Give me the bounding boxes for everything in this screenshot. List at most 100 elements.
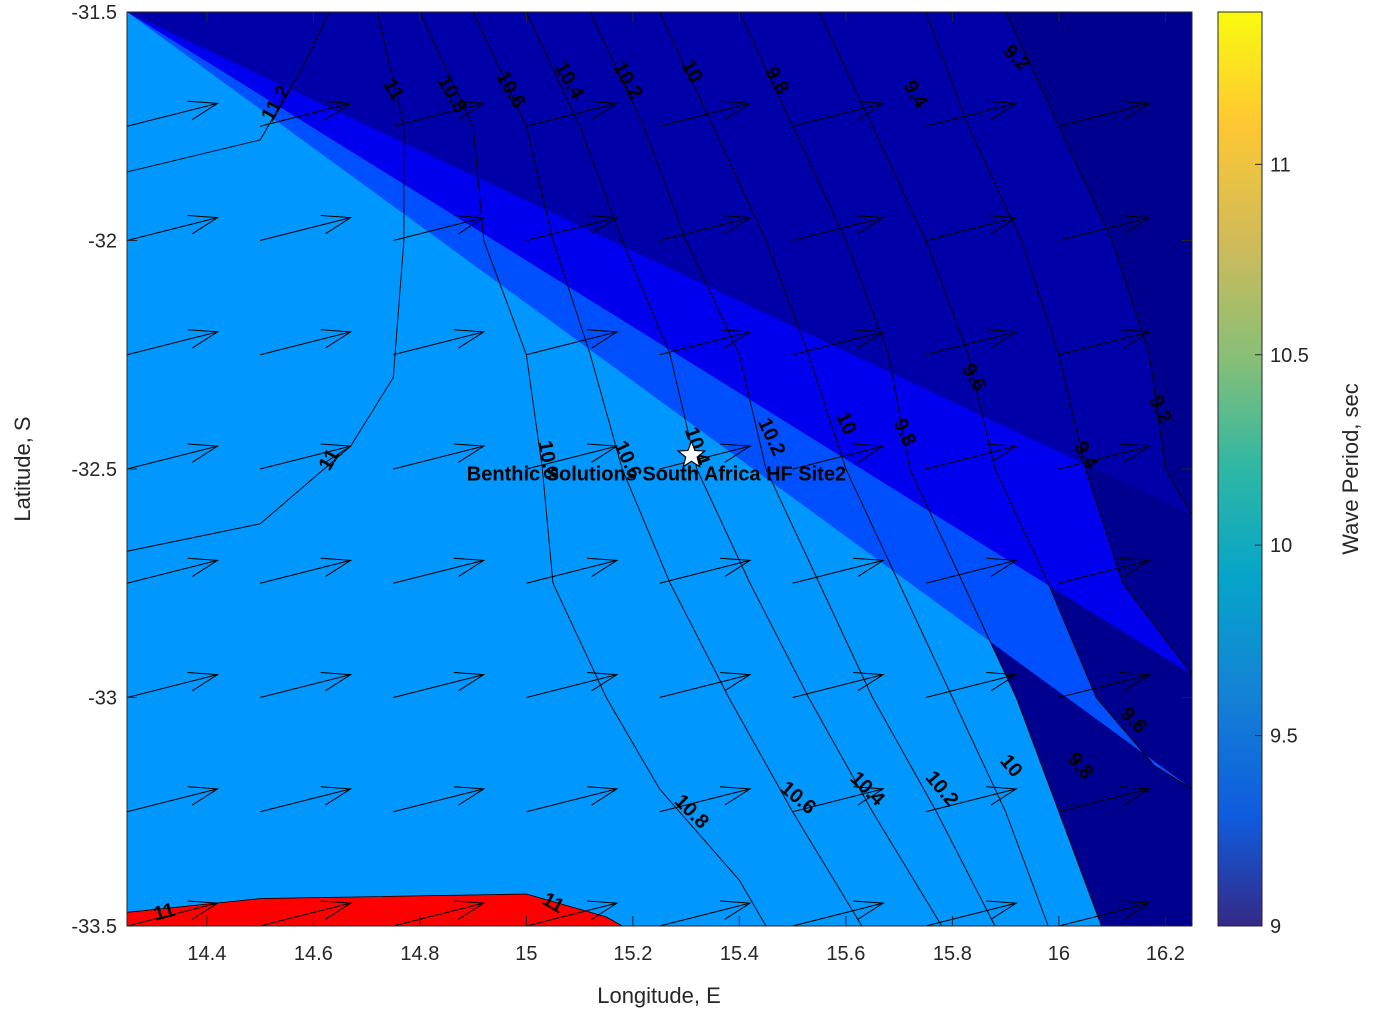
wave-arrow bbox=[127, 900, 220, 926]
wave-arrow bbox=[526, 100, 619, 127]
site-star-icon bbox=[676, 439, 707, 468]
wave-arrow bbox=[792, 214, 885, 241]
wave-arrow bbox=[127, 443, 220, 470]
wave-arrow bbox=[1058, 786, 1151, 813]
x-tick-label: 15.2 bbox=[613, 943, 652, 965]
contour-line-10.2 bbox=[589, 12, 996, 926]
site-marker-group: Benthic Solutions South Africa HF Site2 bbox=[467, 439, 846, 485]
y-axis-label: Latitude, S bbox=[10, 416, 35, 521]
contour-line-10.4 bbox=[525, 12, 943, 926]
wave-arrow bbox=[526, 557, 619, 584]
wave-arrow bbox=[393, 443, 486, 470]
wave-arrow bbox=[659, 214, 752, 241]
x-axis-label: Longitude, E bbox=[597, 983, 721, 1008]
wave-arrow bbox=[127, 100, 220, 127]
wave-arrow bbox=[659, 786, 752, 813]
contour-band-9.2 bbox=[127, 12, 1192, 515]
wave-arrow bbox=[526, 786, 619, 813]
x-tick-label: 15.8 bbox=[933, 943, 972, 965]
wave-arrow bbox=[925, 671, 1018, 698]
wave-arrow bbox=[925, 557, 1018, 584]
contour-line-11.2 bbox=[127, 12, 330, 173]
wave-arrow bbox=[260, 214, 353, 241]
x-tick-label: 14.8 bbox=[400, 943, 439, 965]
wave-arrow bbox=[925, 443, 1018, 470]
colorbar-tick-label: 10.5 bbox=[1270, 345, 1309, 367]
x-axis-ticks: 14.4 14.6 14.8 15 15.2 15.4 15.6 15.8 16 16.2 bbox=[187, 12, 1185, 965]
wave-arrow bbox=[260, 786, 353, 813]
wave-arrow bbox=[526, 900, 619, 926]
contour-band-11-bottom bbox=[127, 893, 624, 926]
colorbar-label: Wave Period, sec bbox=[1338, 383, 1363, 555]
wave-arrow bbox=[260, 900, 353, 926]
wave-arrow bbox=[659, 443, 752, 470]
y-tick-label: -32.5 bbox=[71, 459, 117, 481]
wave-arrow bbox=[792, 329, 885, 356]
wave-arrow bbox=[260, 329, 353, 356]
x-tick-label: 16.2 bbox=[1146, 943, 1185, 965]
wave-arrow bbox=[792, 100, 885, 127]
wave-arrow bbox=[260, 443, 353, 470]
contour-line-9.8 bbox=[738, 12, 1102, 926]
contour-band-9.8 bbox=[127, 12, 1102, 926]
wave-arrow bbox=[393, 786, 486, 813]
x-tick-label: 15 bbox=[515, 943, 537, 965]
wave-arrow bbox=[659, 900, 752, 926]
contour-line-10 bbox=[659, 12, 1049, 926]
contour-line-9.2 bbox=[1005, 12, 1192, 515]
y-tick-label: -33.5 bbox=[71, 916, 117, 938]
wave-arrow bbox=[1058, 329, 1151, 356]
wave-arrow bbox=[1058, 214, 1151, 241]
wave-arrow bbox=[792, 557, 885, 584]
wave-arrow bbox=[925, 100, 1018, 127]
x-tick-label: 16 bbox=[1048, 943, 1070, 965]
x-tick-label: 14.4 bbox=[187, 943, 226, 965]
wave-arrow bbox=[526, 214, 619, 241]
y-tick-label: -33 bbox=[88, 688, 117, 710]
wave-arrow bbox=[127, 214, 220, 241]
wave-arrow bbox=[393, 557, 486, 584]
colorbar-tick-label: 11 bbox=[1270, 154, 1291, 176]
wave-arrow bbox=[1058, 100, 1151, 127]
y-tick-label: -32 bbox=[88, 231, 117, 253]
x-tick-label: 14.6 bbox=[294, 943, 333, 965]
wave-arrow bbox=[393, 214, 486, 241]
wave-arrow bbox=[925, 214, 1018, 241]
wave-arrow bbox=[1058, 443, 1151, 470]
wave-arrow bbox=[127, 557, 220, 584]
contour-line-9.6 bbox=[818, 12, 1192, 790]
x-tick-label: 15.6 bbox=[826, 943, 865, 965]
wave-arrow bbox=[659, 671, 752, 698]
wave-arrow bbox=[526, 329, 619, 356]
colorbar-ticks: 9 9.5 10 10.5 11 bbox=[1255, 154, 1309, 938]
wave-arrow bbox=[393, 900, 486, 926]
wave-arrow bbox=[792, 786, 885, 813]
colorbar: 9 9.5 10 10.5 11 Wave Period, sec bbox=[1217, 11, 1363, 938]
wave-arrow bbox=[393, 671, 486, 698]
wave-arrow bbox=[1058, 671, 1151, 698]
colorbar-tick-label: 10 bbox=[1270, 535, 1292, 557]
wave-arrow bbox=[1058, 900, 1151, 926]
contour-line-10.8 bbox=[419, 12, 767, 926]
wave-arrow bbox=[260, 100, 353, 127]
wave-arrow bbox=[260, 671, 353, 698]
wave-direction-arrows bbox=[127, 100, 1151, 926]
plot-area bbox=[127, 12, 1192, 926]
wave-arrow bbox=[393, 329, 486, 356]
wave-arrow bbox=[127, 329, 220, 356]
wave-arrow bbox=[526, 443, 619, 470]
wave-arrow bbox=[659, 557, 752, 584]
x-tick-label: 15.4 bbox=[720, 943, 759, 965]
wave-arrow bbox=[393, 100, 486, 127]
wave-arrow bbox=[526, 671, 619, 698]
colorbar-tick-label: 9.5 bbox=[1270, 726, 1298, 748]
contour-band-9.6 bbox=[127, 12, 1192, 789]
wave-arrow bbox=[659, 100, 752, 127]
wave-arrow bbox=[792, 900, 885, 926]
contour-line-11 bbox=[127, 12, 405, 552]
y-tick-label: -31.5 bbox=[71, 2, 117, 24]
colorbar-tick-label: 9 bbox=[1270, 916, 1281, 938]
wave-arrow bbox=[659, 329, 752, 356]
y-axis-ticks: -31.5 -32 -32.5 -33 -33.5 bbox=[71, 2, 1192, 938]
